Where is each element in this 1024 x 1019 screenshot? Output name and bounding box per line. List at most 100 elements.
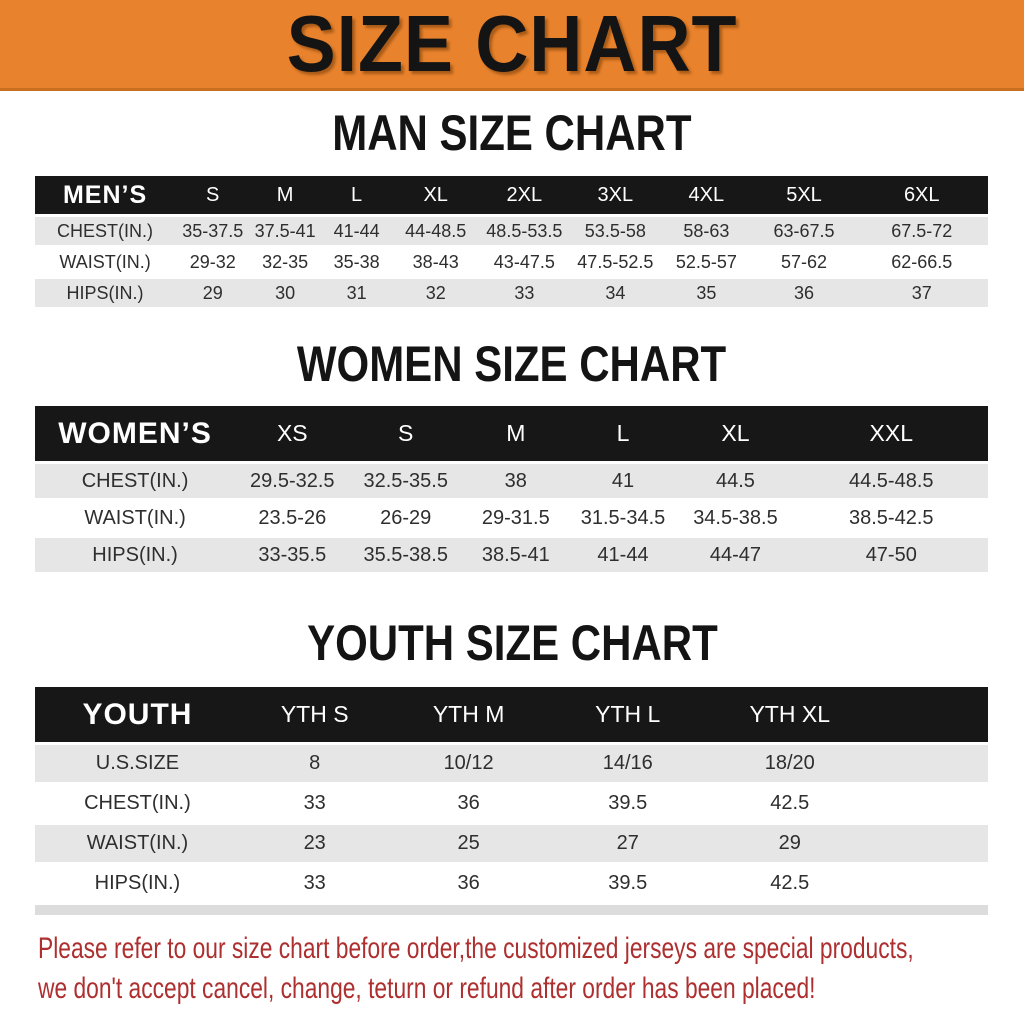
womens-table-container: WOMEN’S XS S M L XL XXL CHEST(IN.) 29.5-32.5 32.5…	[35, 403, 988, 575]
size-column-header: 5XL	[752, 176, 856, 214]
table-row: WAIST(IN.) 23 25 27 29	[35, 825, 988, 862]
measurement-value-cell: 29.5-32.5	[235, 464, 350, 498]
measurement-value-cell: 41	[569, 464, 677, 498]
youth-size-chart-section: YOUTH SIZE CHART YOUTH YTH S YTH M YTH L YTH…	[0, 615, 1024, 915]
measurement-value-cell: 39.5	[547, 865, 708, 902]
measurement-value-cell: 63-67.5	[752, 217, 856, 245]
footer-line-1: Please refer to our size chart before or…	[38, 932, 914, 965]
table-row: HIPS(IN.) 33 36 39.5 42.5	[35, 865, 988, 902]
measurement-value-cell: 37	[855, 279, 988, 307]
measurement-value-cell: 41-44	[319, 217, 394, 245]
measurement-value-cell: 29-31.5	[461, 501, 570, 535]
measurement-value-cell: 32-35	[250, 248, 320, 276]
measurement-value-cell: 44.5-48.5	[794, 464, 988, 498]
measurement-label-cell: HIPS(IN.)	[35, 279, 176, 307]
measurement-value-cell: 44-48.5	[393, 217, 479, 245]
footer-line-2: we don't accept cancel, change, teturn o…	[38, 972, 816, 1005]
size-column-header: YTH S	[239, 687, 390, 742]
measurement-value-cell: 44-47	[676, 538, 795, 572]
measurement-label-cell: CHEST(IN.)	[35, 217, 176, 245]
measurement-value-cell: 35	[660, 279, 753, 307]
measurement-value-cell: 35.5-38.5	[349, 538, 462, 572]
measurement-label-cell: WAIST(IN.)	[35, 501, 236, 535]
table-row: WAIST(IN.) 29-32 32-35 35-38 38-43 43-47.5 47.…	[35, 248, 988, 276]
size-column-header: 6XL	[855, 176, 988, 214]
measurement-value-cell: 57-62	[752, 248, 856, 276]
measurement-value-cell: 33	[239, 865, 390, 902]
mens-table-container: MEN’S S M L XL 2XL 3XL 4XL 5XL 6XL CHEST(IN.) 35-37…	[35, 173, 988, 310]
measurement-value-cell: 38.5-41	[461, 538, 570, 572]
measurement-value-cell: 27	[547, 825, 708, 862]
measurement-label-cell: HIPS(IN.)	[35, 865, 240, 902]
measurement-value-cell: 42.5	[707, 865, 872, 902]
size-column-header: 4XL	[660, 176, 753, 214]
measurement-value-cell: 62-66.5	[855, 248, 988, 276]
banner-title: SIZE CHART	[286, 0, 738, 88]
measurement-label-cell: WAIST(IN.)	[35, 248, 176, 276]
measurement-value-cell: 52.5-57	[660, 248, 753, 276]
size-column-header: 3XL	[570, 176, 661, 214]
measurement-label-cell: U.S.SIZE	[35, 745, 240, 782]
measurement-value-cell: 36	[389, 865, 548, 902]
table-row: CHEST(IN.) 29.5-32.5 32.5-35.5 38 41 44.5 44.5…	[35, 464, 988, 498]
spacer-cell	[871, 785, 988, 822]
measurement-value-cell: 31	[319, 279, 394, 307]
measurement-value-cell: 33	[478, 279, 571, 307]
measurement-value-cell: 25	[389, 825, 548, 862]
table-row: CHEST(IN.) 35-37.5 37.5-41 41-44 44-48.5 48.5…	[35, 217, 988, 245]
table-title-cell: MEN’S	[35, 176, 176, 214]
measurement-value-cell: 10/12	[389, 745, 548, 782]
youth-section-heading: YOUTH SIZE CHART	[0, 615, 1024, 671]
footer-note: Please refer to our size chart before or…	[0, 929, 1024, 1009]
women-section-heading: WOMEN SIZE CHART	[0, 336, 1024, 392]
measurement-value-cell: 33	[239, 785, 390, 822]
measurement-value-cell: 26-29	[349, 501, 462, 535]
header-row: MEN’S S M L XL 2XL 3XL 4XL 5XL 6XL	[35, 176, 988, 214]
measurement-value-cell: 35-37.5	[175, 217, 251, 245]
measurement-value-cell: 37.5-41	[250, 217, 320, 245]
size-column-header: L	[319, 176, 394, 214]
measurement-value-cell: 29	[707, 825, 872, 862]
measurement-value-cell: 38.5-42.5	[794, 501, 988, 535]
size-column-header: YTH XL	[707, 687, 872, 742]
measurement-value-cell: 53.5-58	[570, 217, 661, 245]
measurement-value-cell: 29-32	[175, 248, 251, 276]
measurement-value-cell: 41-44	[569, 538, 677, 572]
womens-size-table: WOMEN’S XS S M L XL XXL CHEST(IN.) 29.5-32.5 32.5…	[35, 403, 988, 575]
table-title-cell: YOUTH	[35, 687, 240, 742]
table-row: CHEST(IN.) 33 36 39.5 42.5	[35, 785, 988, 822]
measurement-value-cell: 36	[752, 279, 856, 307]
measurement-value-cell: 33-35.5	[235, 538, 350, 572]
measurement-value-cell: 35-38	[319, 248, 394, 276]
measurement-value-cell: 67.5-72	[855, 217, 988, 245]
size-column-header: M	[461, 406, 570, 461]
measurement-value-cell: 43-47.5	[478, 248, 571, 276]
spacer-cell	[871, 865, 988, 902]
youth-table-container: YOUTH YTH S YTH M YTH L YTH XL U.S.SIZE 8 10/12…	[35, 684, 988, 915]
spacer-cell	[871, 745, 988, 782]
measurement-value-cell: 58-63	[660, 217, 753, 245]
measurement-label-cell: CHEST(IN.)	[35, 785, 240, 822]
size-column-header: L	[569, 406, 677, 461]
header-row: WOMEN’S XS S M L XL XXL	[35, 406, 988, 461]
measurement-label-cell: CHEST(IN.)	[35, 464, 236, 498]
measurement-value-cell: 38-43	[393, 248, 479, 276]
mens-size-table: MEN’S S M L XL 2XL 3XL 4XL 5XL 6XL CHEST(IN.) 35-37…	[35, 173, 988, 310]
youth-section-heading-text: YOUTH SIZE CHART	[306, 615, 718, 671]
measurement-value-cell: 48.5-53.5	[478, 217, 571, 245]
table-row: WAIST(IN.) 23.5-26 26-29 29-31.5 31.5-34.5 34…	[35, 501, 988, 535]
size-column-header: M	[250, 176, 320, 214]
size-column-header: XS	[235, 406, 350, 461]
size-column-header: S	[349, 406, 462, 461]
measurement-value-cell: 14/16	[547, 745, 708, 782]
measurement-value-cell: 42.5	[707, 785, 872, 822]
man-size-chart-section: MAN SIZE CHART MEN’S S M L XL 2XL 3XL 4XL 5XL 6XL…	[0, 105, 1024, 310]
size-column-header: XL	[676, 406, 795, 461]
measurement-value-cell: 8	[239, 745, 390, 782]
measurement-value-cell: 29	[175, 279, 251, 307]
measurement-value-cell: 47-50	[794, 538, 988, 572]
measurement-value-cell: 30	[250, 279, 320, 307]
women-section-heading-text: WOMEN SIZE CHART	[297, 336, 727, 392]
measurement-value-cell: 32.5-35.5	[349, 464, 462, 498]
size-column-header: YTH L	[547, 687, 708, 742]
